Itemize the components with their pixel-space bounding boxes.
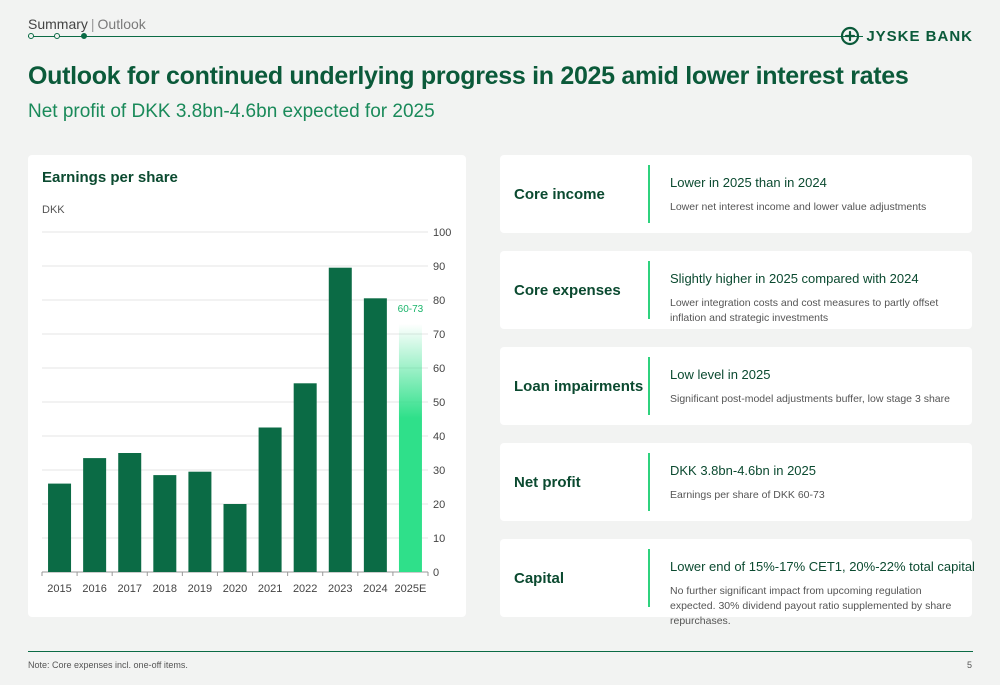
outlook-description: No further significant impact from upcom…: [670, 585, 952, 627]
row-divider: [648, 549, 650, 607]
breadcrumb-page[interactable]: Outlook: [97, 16, 146, 32]
x-tick-label: 2025E: [395, 583, 427, 595]
chart-y-unit: DKK: [42, 204, 65, 216]
x-tick-label: 2018: [153, 583, 177, 595]
outlook-row-capital: Capital Lower end of 15%-17% CET1, 20%-2…: [500, 539, 975, 627]
x-tick-label: 2017: [117, 583, 141, 595]
y-tick-label: 30: [433, 465, 445, 477]
eps-bar-chart: 0 10 20 30 40 50 60 70 80 90 100 2015 2016 2017 2018 20…: [41, 227, 451, 595]
outlook-label: Net profit: [514, 473, 581, 491]
outlook-label: Core expenses: [514, 281, 621, 299]
x-tick-label: 2020: [223, 583, 247, 595]
progress-dot: [54, 33, 60, 39]
y-tick-label: 70: [433, 329, 445, 341]
bar: [48, 483, 72, 572]
row-divider: [648, 357, 650, 415]
outlook-description: Lower integration costs and cost measure…: [670, 297, 939, 324]
y-tick-label: 50: [433, 397, 445, 409]
bar-estimate: [398, 323, 422, 572]
x-tick-label: 2015: [47, 583, 71, 595]
x-tick-label: 2019: [188, 583, 212, 595]
page-title: Outlook for continued underlying progres…: [28, 62, 909, 90]
outlook-headline: Slightly higher in 2025 compared with 20…: [670, 271, 919, 286]
outlook-row-core-income: Core income Lower in 2025 than in 2024 L…: [500, 155, 972, 233]
bar: [293, 383, 317, 572]
y-tick-label: 40: [433, 431, 445, 443]
y-tick-label: 20: [433, 499, 445, 511]
outlook-label: Loan impairments: [514, 377, 644, 395]
top-bar: Summary | Outlook JYSKE BANK: [28, 14, 973, 46]
x-tick-label: 2021: [258, 583, 282, 595]
x-tick-label: 2016: [82, 583, 106, 595]
outlook-row-loan-impairments: Loan impairments Low level in 2025 Signi…: [500, 347, 972, 425]
footer-rule: [28, 651, 973, 652]
row-divider: [648, 261, 650, 319]
y-tick-label: 10: [433, 533, 445, 545]
x-tick-label: 2022: [293, 583, 317, 595]
eps-chart-card: Earnings per share DKK 0 10 20 30 40 50 60 70 80…: [28, 155, 466, 617]
progress-dot: [28, 33, 34, 39]
y-tick-label: 100: [433, 227, 451, 239]
outlook-headline: Lower in 2025 than in 2024: [670, 175, 827, 190]
page-subtitle: Net profit of DKK 3.8bn-4.6bn expected f…: [28, 101, 435, 122]
progress-dot-active: [81, 33, 87, 39]
bar: [83, 458, 107, 572]
estimate-label: 60-73: [398, 304, 424, 315]
bar: [188, 471, 212, 572]
outlook-label: Core income: [514, 185, 605, 203]
outlook-description: Lower net interest income and lower valu…: [670, 201, 927, 213]
chart-title: Earnings per share: [42, 169, 178, 186]
brand-logo: JYSKE BANK: [840, 26, 973, 46]
x-tick-label: 2024: [363, 583, 387, 595]
bar: [153, 475, 177, 572]
outlook-headline: Lower end of 15%-17% CET1, 20%-22% total…: [670, 559, 975, 574]
bar: [328, 267, 352, 572]
outlook-headline: Low level in 2025: [670, 367, 771, 382]
y-tick-label: 80: [433, 295, 445, 307]
y-tick-label: 60: [433, 363, 445, 375]
bar: [258, 427, 282, 572]
outlook-description: Earnings per share of DKK 60-73: [670, 489, 825, 501]
bar: [118, 453, 142, 572]
outlook-row-core-expenses: Core expenses Slightly higher in 2025 co…: [500, 251, 972, 329]
outlook-label: Capital: [514, 569, 565, 587]
outlook-row-net-profit: Net profit DKK 3.8bn-4.6bn in 2025 Earni…: [500, 443, 972, 521]
breadcrumb-section[interactable]: Summary: [28, 16, 88, 32]
breadcrumb-separator: |: [90, 16, 95, 32]
bar: [223, 504, 247, 572]
header-rule: [28, 36, 863, 37]
row-divider: [648, 453, 650, 511]
row-divider: [648, 165, 650, 223]
y-tick-label: 90: [433, 261, 445, 273]
y-tick-label: 0: [433, 567, 439, 579]
outlook-headline: DKK 3.8bn-4.6bn in 2025: [670, 463, 816, 478]
footnote: Note: Core expenses incl. one-off items.: [28, 660, 188, 670]
bar: [363, 298, 387, 572]
breadcrumb: Summary | Outlook: [28, 16, 146, 32]
brand-name: JYSKE BANK: [866, 27, 973, 45]
brand-emblem-icon: [841, 26, 860, 46]
page-number: 5: [966, 660, 972, 670]
outlook-description: Significant post-model adjustments buffe…: [670, 393, 950, 405]
x-tick-label: 2023: [328, 583, 352, 595]
